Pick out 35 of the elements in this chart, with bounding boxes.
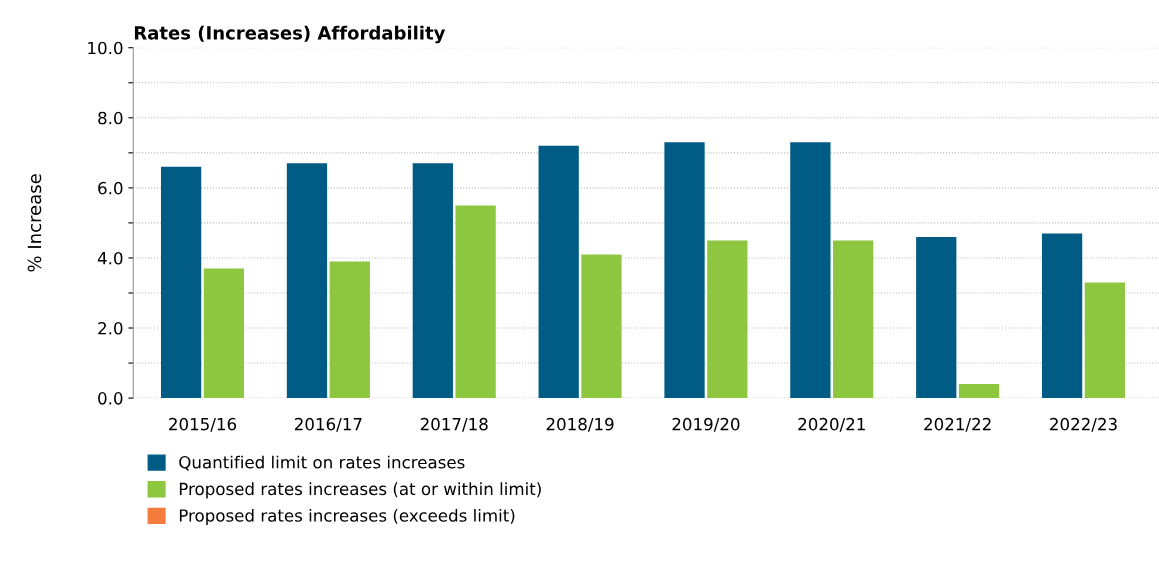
bar	[833, 240, 874, 399]
bar	[329, 261, 370, 399]
y-tick-label: 4.0	[97, 251, 123, 265]
x-tick-label: 2019/20	[672, 417, 740, 432]
bar	[1041, 233, 1083, 399]
bar	[707, 240, 748, 399]
y-tick-label: 2.0	[98, 321, 123, 335]
bar	[916, 236, 957, 399]
bar	[412, 163, 453, 399]
bar	[664, 142, 705, 399]
y-tick-label: 0.0	[98, 392, 123, 405]
x-tick-label: 2017/18	[420, 417, 488, 432]
bar	[160, 166, 202, 399]
bar	[958, 384, 1000, 399]
bar	[538, 145, 579, 399]
chart-title: Rates (Increases) Affordability	[134, 25, 446, 44]
y-tick-label: 10.0	[88, 41, 123, 55]
x-tick-label: 2016/17	[294, 417, 362, 432]
legend-label: Proposed rates increases (at or within limit)	[179, 482, 541, 499]
bar	[581, 254, 622, 399]
bar	[203, 268, 245, 399]
bar	[790, 142, 831, 399]
bar	[1084, 282, 1126, 399]
x-tick-label: 2015/16	[169, 417, 237, 432]
legend-label: Proposed rates increases (exceeds limit)	[179, 508, 515, 526]
x-tick-label: 2022/23	[1050, 417, 1117, 432]
x-tick-label: 2018/19	[546, 417, 614, 432]
bar	[455, 205, 496, 399]
y-tick-label: 6.0	[98, 181, 123, 195]
x-tick-label: 2021/22	[924, 417, 991, 432]
y-tick-label: 8.0	[98, 111, 123, 125]
y-axis-title: % Increase	[27, 174, 42, 272]
x-tick-label: 2020/21	[798, 417, 865, 432]
legend-label: Quantified limit on rates increases	[179, 455, 465, 471]
bar	[286, 163, 328, 399]
